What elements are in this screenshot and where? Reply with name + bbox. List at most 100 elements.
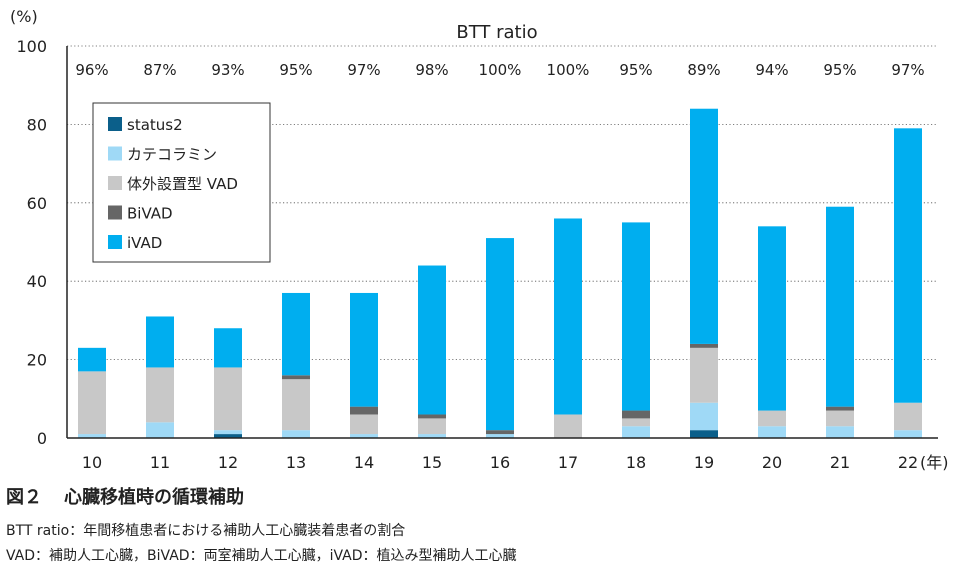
bar-segment — [418, 434, 446, 438]
figure-number: 図２ — [6, 487, 42, 508]
bar-segment — [622, 418, 650, 427]
axes — [66, 46, 938, 439]
bar-segment — [826, 406, 854, 411]
bar-segment — [826, 410, 854, 427]
bar-segment — [418, 418, 446, 435]
bar-segment — [894, 402, 922, 431]
legend-swatch — [108, 205, 122, 220]
btt-ratio-label: 94% — [755, 61, 788, 79]
bars — [78, 108, 922, 438]
bar-stack — [690, 108, 718, 438]
bar-segment — [554, 218, 582, 415]
bar-stack — [554, 218, 582, 438]
x-tick-label: 13 — [286, 453, 306, 472]
x-tick-label: 21 — [830, 453, 850, 472]
btt-ratio-label: 93% — [211, 61, 244, 79]
x-tick-label: 16 — [490, 453, 510, 472]
y-tick-label: 20 — [27, 351, 47, 370]
btt-ratio-label: 100% — [479, 61, 522, 79]
bar-segment — [622, 410, 650, 419]
x-tick-label: 11 — [150, 453, 170, 472]
bar-segment — [894, 128, 922, 403]
bar-segment — [282, 375, 310, 380]
bar-segment — [486, 238, 514, 431]
y-unit-label: (%) — [10, 7, 38, 26]
x-tick-label: 18 — [626, 453, 646, 472]
bar-segment — [350, 434, 378, 438]
x-tick-label: 15 — [422, 453, 442, 472]
x-tick-labels: 10 11 12 13 14 15 16 17 18 19 20 21 22 — [82, 453, 918, 472]
bar-segment — [78, 347, 106, 372]
legend-swatch — [108, 117, 122, 131]
btt-ratio-label: 98% — [415, 61, 448, 79]
bar-segment — [690, 343, 718, 348]
bar-segment — [146, 422, 174, 438]
bar-segment — [214, 430, 242, 435]
legend-swatch — [108, 176, 122, 190]
bar-segment — [282, 292, 310, 376]
bar-stack — [146, 316, 174, 438]
caption-note-vad: VAD：補助人工心臓，BiVAD：両室補助人工心臓，iVAD：植込み型補助人工心… — [6, 548, 517, 564]
bar-segment — [826, 206, 854, 407]
btt-ratio-label: 87% — [143, 61, 176, 79]
bar-segment — [350, 292, 378, 407]
x-unit-label: (年) — [920, 453, 949, 472]
bar-segment — [554, 414, 582, 438]
legend-swatch — [108, 146, 122, 161]
bar-segment — [350, 414, 378, 435]
bar-segment — [486, 430, 514, 435]
btt-ratio-label: 95% — [823, 61, 856, 79]
bar-segment — [894, 430, 922, 438]
bar-stack — [894, 128, 922, 438]
x-tick-label: 20 — [762, 453, 782, 472]
bar-segment — [146, 367, 174, 423]
bar-segment — [214, 328, 242, 368]
btt-ratio-label: 95% — [619, 61, 652, 79]
x-tick-label: 14 — [354, 453, 374, 472]
y-tick-labels: 0 20 40 60 80 100 — [16, 37, 47, 448]
bar-stack — [622, 222, 650, 438]
figure-title-text: 心臓移植時の循環補助 — [64, 487, 244, 508]
bar-segment — [350, 406, 378, 415]
btt-ratio-labels: 96% 87% 93% 95% 97% 98% 100% 100% 95% 89% 94% 95% 97… — [75, 61, 924, 79]
x-tick-label: 22 — [898, 453, 918, 472]
legend-label: status2 — [127, 116, 183, 134]
bar-stack — [78, 347, 106, 438]
bar-stack — [350, 292, 378, 438]
bar-segment — [690, 402, 718, 431]
bar-segment — [78, 434, 106, 438]
bar-segment — [282, 379, 310, 431]
btt-ratio-label: 95% — [279, 61, 312, 79]
y-tick-label: 100 — [16, 37, 47, 56]
btt-ratio-label: 89% — [687, 61, 720, 79]
btt-ratio-label: 97% — [891, 61, 924, 79]
bar-segment — [758, 410, 786, 427]
bar-segment — [418, 414, 446, 419]
x-tick-label: 12 — [218, 453, 238, 472]
btt-ratio-label: 97% — [347, 61, 380, 79]
legend-label: iVAD — [127, 234, 162, 252]
bar-segment — [214, 434, 242, 438]
bar-segment — [282, 430, 310, 438]
y-tick-label: 0 — [37, 429, 47, 448]
legend-box — [92, 102, 271, 263]
bar-segment — [690, 347, 718, 403]
figure-title: 図２ 心臓移植時の循環補助 — [6, 483, 244, 509]
bar-segment — [622, 222, 650, 411]
bar-stack — [282, 292, 310, 438]
bar-stack — [486, 238, 514, 438]
bar-segment — [758, 426, 786, 438]
btt-ratio-label: 96% — [75, 61, 108, 79]
legend-label: 体外設置型 VAD — [127, 175, 238, 193]
bar-segment — [826, 426, 854, 438]
y-tick-label: 60 — [27, 194, 47, 213]
caption-note-btt: BTT ratio：年間移植患者における補助人工心臓装着患者の割合 — [6, 523, 406, 539]
bar-segment — [690, 430, 718, 438]
legend-label: BiVAD — [127, 205, 173, 223]
legend-swatch — [108, 235, 122, 249]
bar-segment — [758, 226, 786, 411]
bar-stack — [758, 226, 786, 438]
x-tick-label: 17 — [558, 453, 578, 472]
